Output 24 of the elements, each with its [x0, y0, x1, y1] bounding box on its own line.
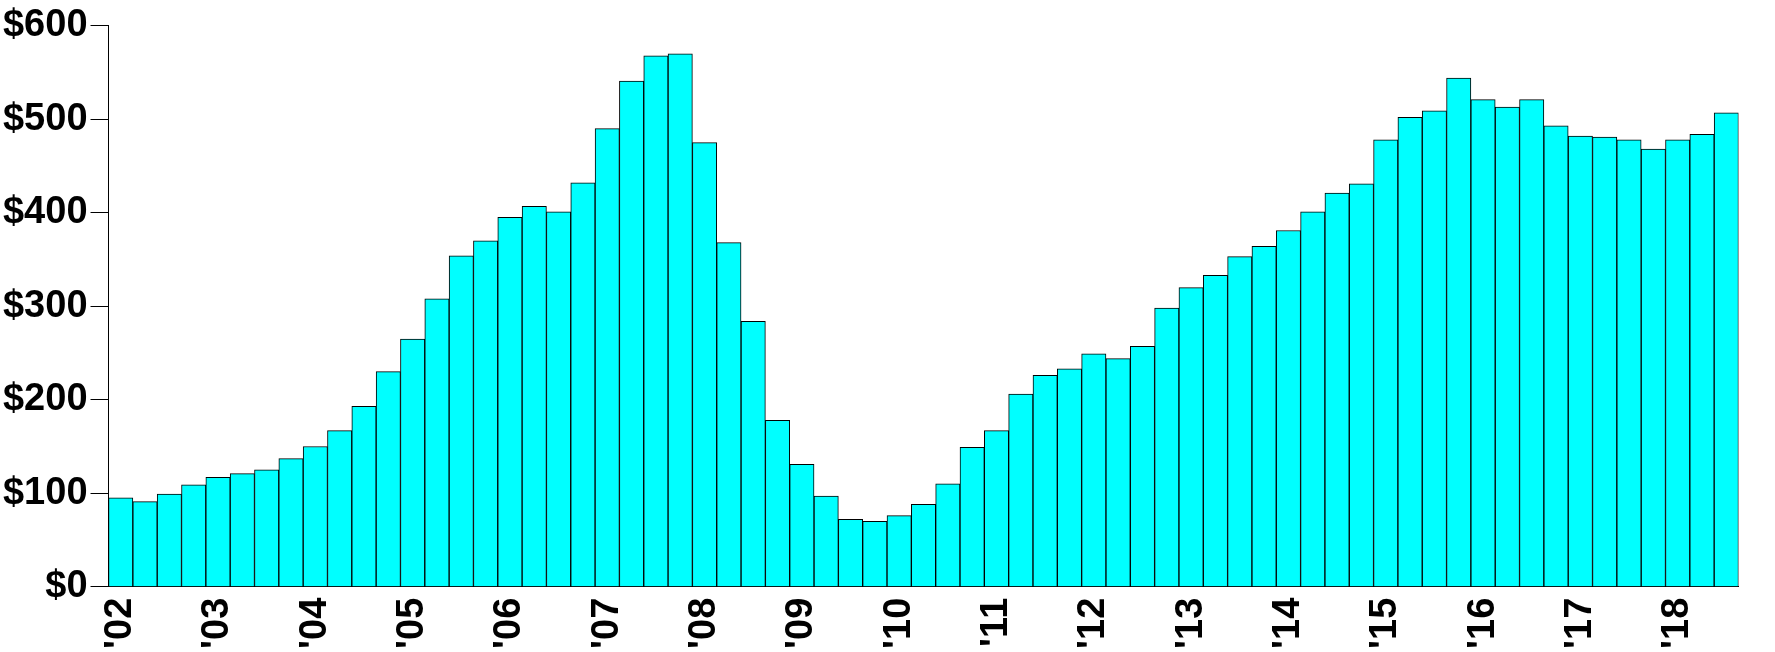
x-tick-label: '15	[1362, 597, 1405, 650]
x-tick-label: '12	[1070, 597, 1113, 650]
y-tick-label: $200	[2, 376, 88, 419]
x-tick-label: '17	[1556, 597, 1599, 650]
y-tick-label: $300	[2, 282, 88, 325]
x-tick-label: '16	[1459, 597, 1502, 650]
x-tick-label: '11	[972, 597, 1015, 647]
x-tick-label: '10	[875, 597, 918, 650]
x-tick-label: '13	[1167, 597, 1210, 650]
y-tick-label: $0	[45, 563, 88, 606]
x-tick-label: '03	[194, 597, 237, 650]
x-tick-label: '08	[681, 597, 724, 650]
x-tick-label: '02	[97, 597, 140, 650]
x-tick-label: '09	[778, 597, 821, 650]
x-tick-label: '06	[486, 597, 529, 650]
x-tick-label: '07	[583, 597, 626, 650]
x-tick-label: '14	[1264, 597, 1307, 650]
y-tick-label: $100	[2, 469, 88, 512]
y-tick-label: $500	[2, 95, 88, 138]
y-tick-label: $400	[2, 189, 88, 232]
x-tick-label: '18	[1654, 597, 1697, 650]
x-tick-label: '05	[389, 597, 432, 650]
x-tick-label: '04	[291, 597, 334, 650]
y-tick-label: $600	[2, 2, 88, 45]
